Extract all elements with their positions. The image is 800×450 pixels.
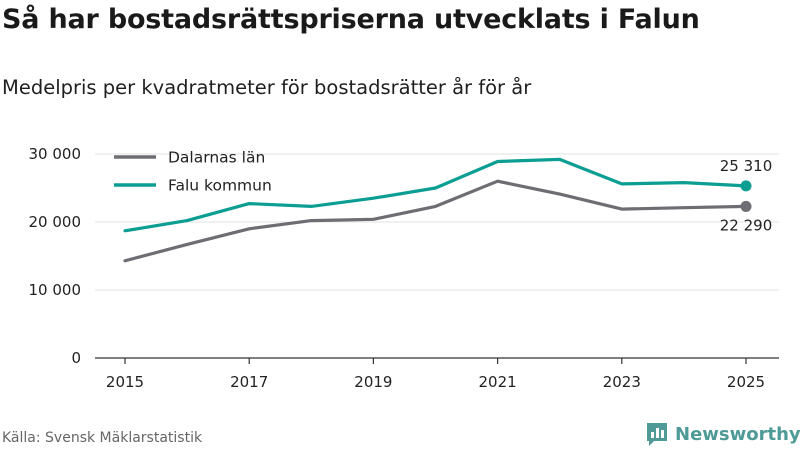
axes: 0 10 000 20 000 30 000 2015 2017 2019 2021 2023 2… <box>29 145 779 391</box>
end-markers: 22 290 25 310 <box>720 157 773 235</box>
legend: Dalarnas län Falu kommun <box>114 149 272 195</box>
series-lines <box>123 157 748 263</box>
series-end-label: 22 290 <box>720 216 773 234</box>
x-tick-label: 2017 <box>230 373 268 391</box>
x-tick-label: 2021 <box>479 373 517 391</box>
y-tick-label: 10 000 <box>29 281 82 299</box>
legend-label: Falu kommun <box>168 177 272 195</box>
y-tick-label: 30 000 <box>29 145 82 163</box>
series-end-marker <box>740 180 752 192</box>
x-tick-label: 2025 <box>727 373 765 391</box>
series-end-label: 25 310 <box>720 157 773 175</box>
x-tick-label: 2019 <box>354 373 392 391</box>
brand-logo: Newsworthy <box>645 421 800 447</box>
x-tick-label: 2015 <box>106 373 144 391</box>
source-note: Källa: Svensk Mäklarstatistik <box>2 430 203 446</box>
chart-title: Så har bostadsrättspriserna utvecklats i… <box>2 4 700 35</box>
chart-subtitle: Medelpris per kvadratmeter för bostadsrä… <box>2 76 532 99</box>
legend-label: Dalarnas län <box>168 149 265 167</box>
series-line <box>123 179 748 263</box>
x-tick-label: 2023 <box>603 373 641 391</box>
series-end-marker <box>740 200 752 212</box>
y-tick-label: 20 000 <box>29 213 82 231</box>
gridlines <box>95 153 779 291</box>
y-tick-label: 0 <box>71 349 81 367</box>
series-line <box>123 157 748 233</box>
brand-name: Newsworthy <box>675 423 800 445</box>
bar-chart-speech-bubble-icon <box>647 423 667 446</box>
